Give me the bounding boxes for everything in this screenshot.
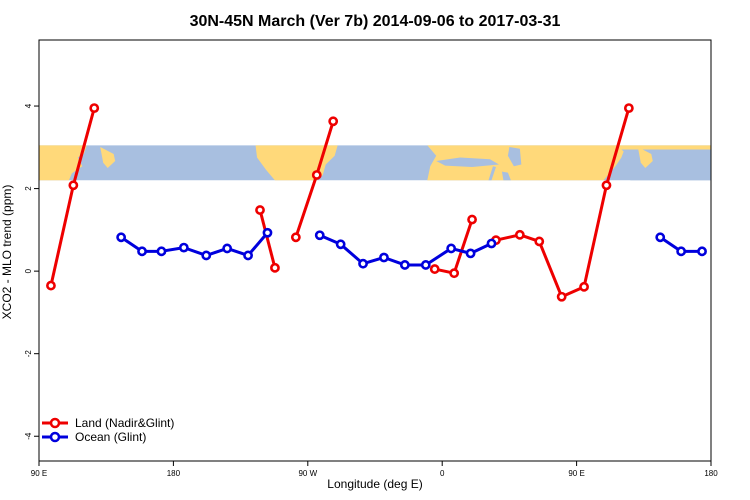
- data-point: [262, 227, 273, 238]
- series-line: [495, 107, 631, 299]
- data-point: [655, 232, 666, 243]
- data-point: [534, 236, 545, 247]
- data-point: [556, 291, 567, 302]
- data-point: [116, 232, 127, 243]
- data-point: [446, 243, 457, 254]
- data-point: [270, 262, 280, 273]
- data-point: [156, 246, 167, 257]
- legend-label-ocean: Ocean (Glint): [75, 430, 146, 444]
- legend-swatch-marker-land: [49, 417, 61, 429]
- legend: Land (Nadir&Glint) Ocean (Glint): [42, 416, 174, 444]
- data-point: [514, 229, 525, 240]
- data-point: [46, 280, 56, 291]
- series-land: [46, 103, 634, 302]
- x-tick-label: 0: [440, 469, 445, 478]
- data-point: [243, 250, 253, 261]
- y-axis-title: XCO2 - MLO trend (ppm): [0, 185, 14, 320]
- data-point: [449, 268, 460, 279]
- data-point: [623, 103, 634, 114]
- series-ocean: [116, 227, 707, 270]
- map-sea-gulf: [501, 171, 511, 181]
- data-point: [89, 103, 100, 114]
- data-point: [311, 170, 322, 180]
- series-layer: [46, 103, 707, 302]
- data-point: [486, 238, 497, 249]
- axes: 90 E 180 90 W 0 90 E 180 -4 -2 0 2 4: [24, 39, 718, 478]
- data-point: [601, 180, 612, 191]
- data-point: [255, 205, 265, 215]
- world-map-band: [39, 145, 711, 181]
- data-point: [290, 232, 301, 243]
- series-line: [49, 107, 96, 286]
- x-tick-label: 90 E: [568, 469, 584, 478]
- data-point: [137, 246, 147, 257]
- map-sea-red: [488, 166, 496, 181]
- data-point: [201, 250, 212, 261]
- map-sea-mediterranean: [436, 157, 499, 168]
- map-land-japan-2: [637, 147, 653, 169]
- map-ocean-pacific-east: [621, 149, 711, 181]
- map-land-asia: [39, 145, 87, 181]
- y-tick-label: -2: [24, 350, 33, 358]
- x-tick-label: 180: [167, 469, 181, 478]
- data-point: [328, 116, 339, 127]
- plot-frame: [38, 39, 712, 462]
- x-axis-title: Longitude (deg E): [327, 477, 422, 491]
- data-point: [68, 180, 79, 191]
- legend-label-land: Land (Nadir&Glint): [75, 416, 174, 430]
- x-tick-label: 90 W: [298, 469, 317, 478]
- data-point: [579, 281, 589, 292]
- y-tick-label: -4: [24, 432, 33, 440]
- data-point: [467, 214, 477, 225]
- y-tick-label: 4: [24, 103, 33, 108]
- x-tick-label: 90 E: [31, 469, 47, 478]
- map-land-eurasia: [427, 145, 711, 181]
- data-point: [399, 260, 410, 270]
- legend-swatch-marker-ocean: [49, 431, 61, 443]
- data-point: [697, 246, 707, 257]
- y-tick-label: 0: [24, 268, 33, 273]
- data-point: [676, 246, 687, 257]
- data-point: [429, 264, 440, 274]
- map-sea-caspian: [507, 147, 522, 167]
- x-tick-label: 180: [704, 469, 718, 478]
- data-point: [465, 248, 476, 259]
- data-point: [178, 242, 189, 253]
- chart-title: 30N-45N March (Ver 7b) 2014-09-06 to 201…: [190, 13, 561, 30]
- map-land-japan: [100, 147, 116, 169]
- data-point: [314, 230, 325, 241]
- data-point: [335, 239, 346, 250]
- data-point: [420, 260, 431, 270]
- data-point: [379, 252, 389, 263]
- series-line: [258, 209, 277, 269]
- y-tick-label: 2: [24, 186, 33, 191]
- data-point: [222, 243, 233, 254]
- data-point: [358, 258, 368, 269]
